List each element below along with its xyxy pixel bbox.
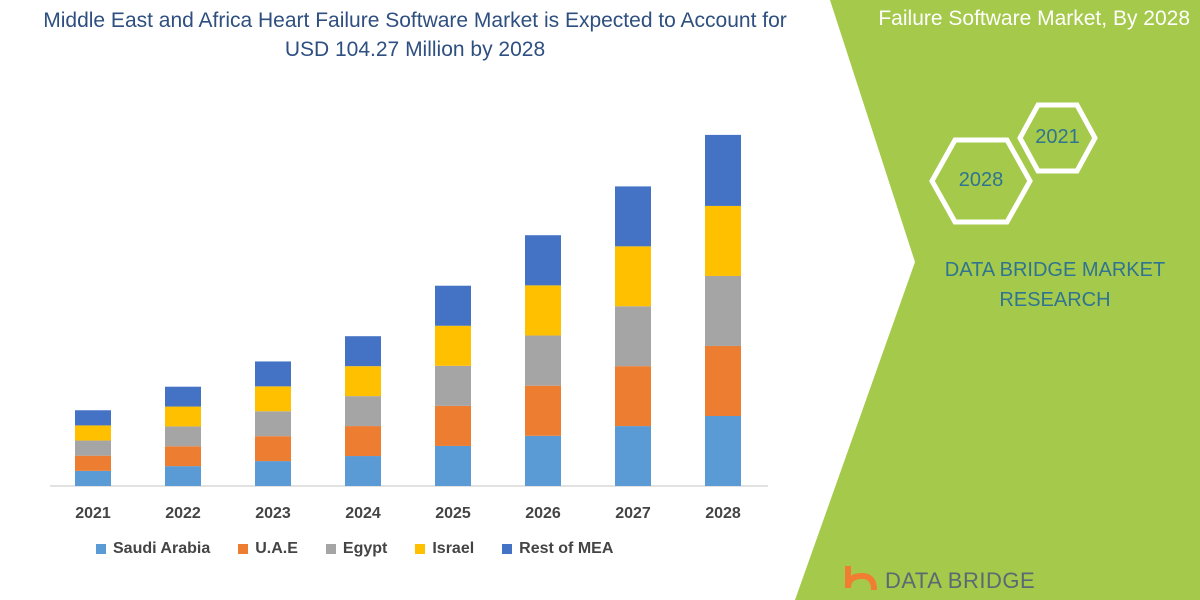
bar-segment-egypt-2025	[435, 365, 471, 406]
bar-segment-rest-of-mea-2028	[705, 134, 741, 206]
legend-swatch	[415, 544, 426, 554]
x-tick-label: 2022	[165, 505, 201, 522]
chart-title: Middle East and Africa Heart Failure Sof…	[43, 9, 787, 61]
legend-item: U.A.E	[238, 540, 298, 558]
bar-segment-saudi-arabia-2024	[345, 456, 381, 486]
bar-segment-egypt-2027	[615, 306, 651, 367]
bar-segment-egypt-2023	[255, 411, 291, 437]
bar-segment-egypt-2021	[75, 440, 111, 456]
bar-segment-israel-2028	[705, 205, 741, 276]
bar-segment-egypt-2022	[165, 426, 201, 447]
hexagon-2021	[1017, 102, 1098, 174]
bar-segment-saudi-arabia-2023	[255, 461, 291, 486]
bar-segment-saudi-arabia-2025	[435, 445, 471, 486]
bar-segment-u-a-e-2027	[615, 366, 651, 427]
legend-swatch	[325, 544, 336, 554]
bar-segment-israel-2027	[615, 246, 651, 307]
bar-segment-saudi-arabia-2027	[615, 426, 651, 486]
bar-segment-saudi-arabia-2026	[525, 435, 561, 486]
green-side-panel	[795, 0, 1200, 600]
bar-segment-u-a-e-2026	[525, 385, 561, 436]
x-tick-label: 2024	[345, 505, 381, 522]
legend-label: Israel	[432, 540, 475, 557]
brand-text: DATA BRIDGE MARKET RESEARCH	[944, 259, 1166, 311]
stacked-bar-chart: 2021 2022 2023 2024 2025 2026 2027 2028	[50, 134, 768, 522]
legend-swatch	[502, 544, 513, 554]
legend-swatch	[96, 544, 106, 554]
bar-segment-israel-2026	[525, 285, 561, 336]
bar-segment-u-a-e-2028	[705, 345, 741, 416]
bar-segment-u-a-e-2023	[255, 436, 291, 462]
bar-segment-rest-of-mea-2026	[525, 235, 561, 286]
x-tick-label: 2027	[615, 505, 651, 522]
bar-segment-rest-of-mea-2021	[75, 410, 111, 426]
bar-segment-saudi-arabia-2028	[705, 415, 741, 486]
bar-segment-rest-of-mea-2022	[165, 386, 201, 407]
legend-item: Israel	[415, 540, 474, 558]
bar-segment-israel-2022	[165, 406, 201, 427]
x-tick-label: 2023	[255, 505, 291, 522]
bar-segment-u-a-e-2024	[345, 426, 381, 457]
legend-label: Saudi Arabia	[113, 540, 211, 557]
bar-segment-israel-2024	[345, 366, 381, 397]
x-tick-label: 2025	[435, 505, 471, 522]
legend-item: Saudi Arabia	[96, 540, 210, 558]
bar-segment-u-a-e-2022	[165, 446, 201, 467]
bar-segment-israel-2025	[435, 325, 471, 366]
legend-swatch	[238, 544, 249, 554]
bar-segment-egypt-2028	[705, 275, 741, 346]
x-tick-label: 2026	[525, 505, 561, 522]
x-tick-label: 2028	[705, 505, 741, 522]
bar-segment-egypt-2026	[525, 335, 561, 386]
legend: Saudi Arabia U.A.E Egypt Israel Rest of MEA	[96, 540, 613, 558]
bar-segment-saudi-arabia-2022	[165, 466, 201, 486]
legend-label: U.A.E	[255, 540, 298, 557]
bar-segment-rest-of-mea-2025	[435, 285, 471, 326]
x-tick-label: 2021	[75, 505, 111, 522]
bar-segment-u-a-e-2025	[435, 405, 471, 446]
hex-label-2028: 2028	[958, 169, 1004, 191]
side-panel-title: Failure Software Market, By 2028	[878, 7, 1190, 30]
bar-segment-u-a-e-2021	[75, 455, 111, 471]
bar-segment-israel-2021	[75, 425, 111, 441]
legend-label: Egypt	[342, 540, 388, 557]
logo-icon	[845, 566, 877, 591]
bar-segment-saudi-arabia-2021	[75, 470, 111, 486]
legend-label: Rest of MEA	[519, 540, 614, 557]
bar-segment-egypt-2024	[345, 396, 381, 427]
bar-segment-rest-of-mea-2024	[345, 336, 381, 367]
legend-item: Rest of MEA	[502, 540, 613, 558]
bar-segment-israel-2023	[255, 386, 291, 412]
bar-segment-rest-of-mea-2023	[255, 361, 291, 387]
legend-item: Egypt	[325, 540, 388, 558]
bar-segment-rest-of-mea-2027	[615, 186, 651, 247]
hex-label-2021: 2021	[1035, 126, 1080, 148]
logo-text: DATA BRIDGE	[885, 568, 1036, 593]
hexagon-2028	[929, 137, 1033, 225]
